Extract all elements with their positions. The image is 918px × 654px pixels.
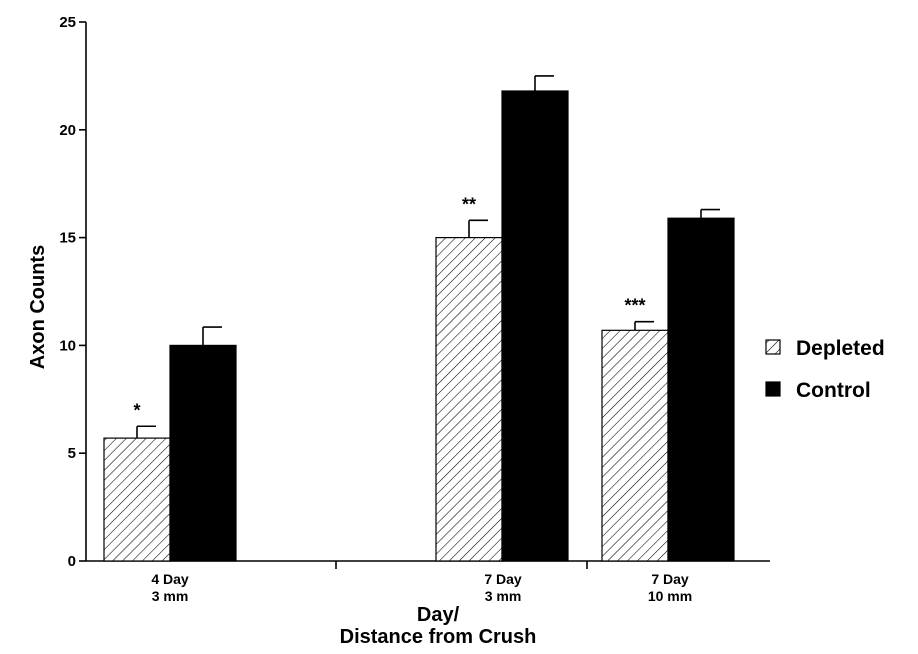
significance-marker: ** [462, 194, 476, 214]
bar-control-0 [169, 344, 237, 562]
legend: Depleted Control [765, 337, 885, 402]
y-tick-label: 20 [59, 122, 76, 139]
y-tick-label: 0 [68, 553, 76, 570]
bar-depleted-3 [601, 329, 669, 562]
y-tick-label: 25 [59, 14, 76, 31]
x-axis-title-line-1: Day/ [417, 604, 460, 626]
x-category-label: 7 Day [484, 571, 522, 587]
y-axis-title: Axon Counts [27, 245, 49, 369]
x-category-label: 4 Day [151, 571, 189, 587]
bar-control-2 [501, 90, 569, 562]
y-tick-label: 10 [59, 337, 76, 354]
x-axis-title-line-2: Distance from Crush [340, 626, 537, 648]
y-tick-label: 5 [68, 445, 76, 462]
legend-label-control: Control [796, 379, 871, 402]
legend-label-depleted: Depleted [796, 337, 885, 360]
x-category-label: 7 Day [651, 571, 689, 587]
bar-depleted-0 [103, 437, 171, 562]
legend-swatch-depleted [765, 339, 781, 355]
x-category-label: 3 mm [152, 588, 189, 604]
significance-marker: *** [624, 296, 645, 316]
x-category-label: 10 mm [648, 588, 692, 604]
x-category-label: 3 mm [485, 588, 522, 604]
legend-swatch-control [765, 381, 781, 397]
bar-control-3 [667, 217, 735, 562]
significance-marker: * [133, 400, 140, 420]
y-tick-label: 15 [59, 230, 76, 247]
bar-depleted-2 [435, 237, 503, 562]
axis-titles: Axon Counts Day/ Distance from Crush [27, 245, 536, 648]
bars: ****** [103, 75, 735, 562]
